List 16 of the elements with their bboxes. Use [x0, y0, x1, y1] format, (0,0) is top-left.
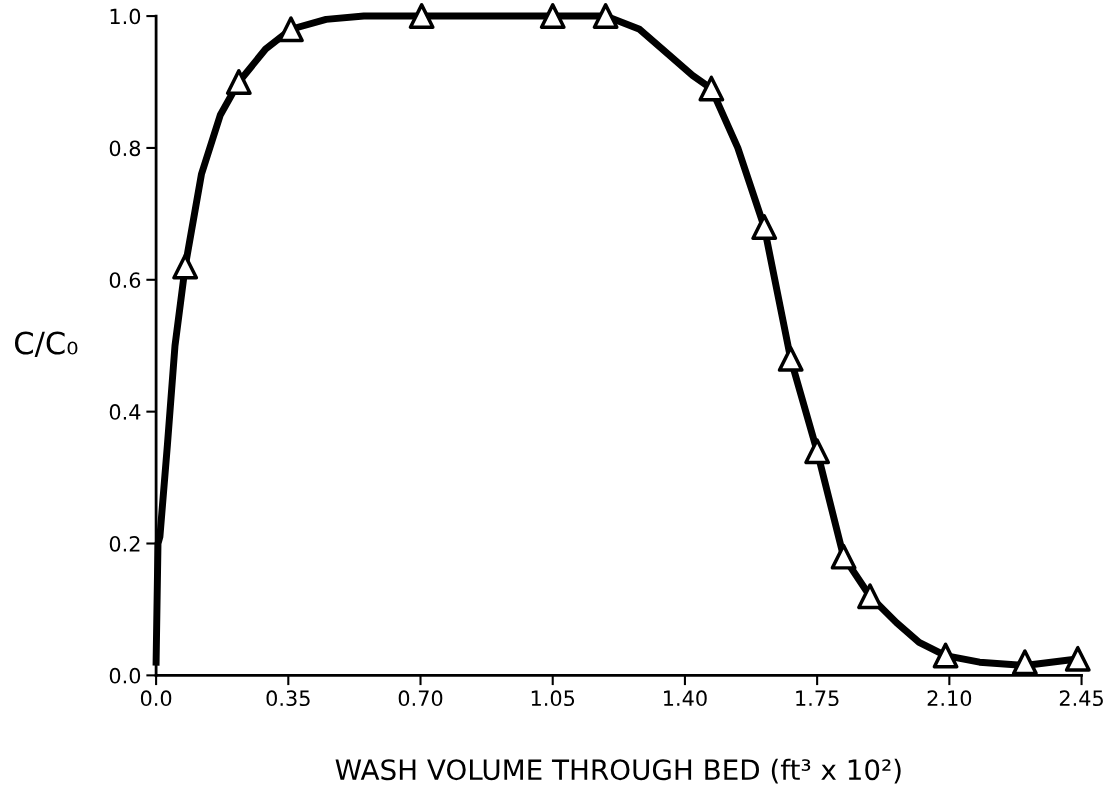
- x-tick-label: 0.0: [140, 690, 172, 707]
- y-tick-label: 1.0: [110, 8, 141, 25]
- x-tick-label: 0.70: [398, 690, 443, 707]
- y-tick-label: 0.4: [109, 404, 141, 420]
- y-tick-label: 0.8: [109, 140, 141, 157]
- y-tick-label: 0.6: [109, 272, 141, 288]
- x-tick-label: 1.75: [796, 690, 839, 707]
- x-tick-label: 1.40: [664, 690, 707, 707]
- y-tick-label: 0.0: [109, 667, 141, 684]
- x-tick-label: 2.45: [1059, 690, 1103, 707]
- y-tick-label: 0.2: [109, 535, 140, 552]
- x-tick-label: 2.10: [927, 690, 972, 707]
- x-tick-label: 1.05: [531, 690, 575, 707]
- y-axis-title: C/C₀: [14, 331, 78, 357]
- x-tick-label: 0.35: [266, 690, 310, 707]
- x-axis-title: WASH VOLUME THROUGH BED (ft³ x 10²): [335, 758, 901, 784]
